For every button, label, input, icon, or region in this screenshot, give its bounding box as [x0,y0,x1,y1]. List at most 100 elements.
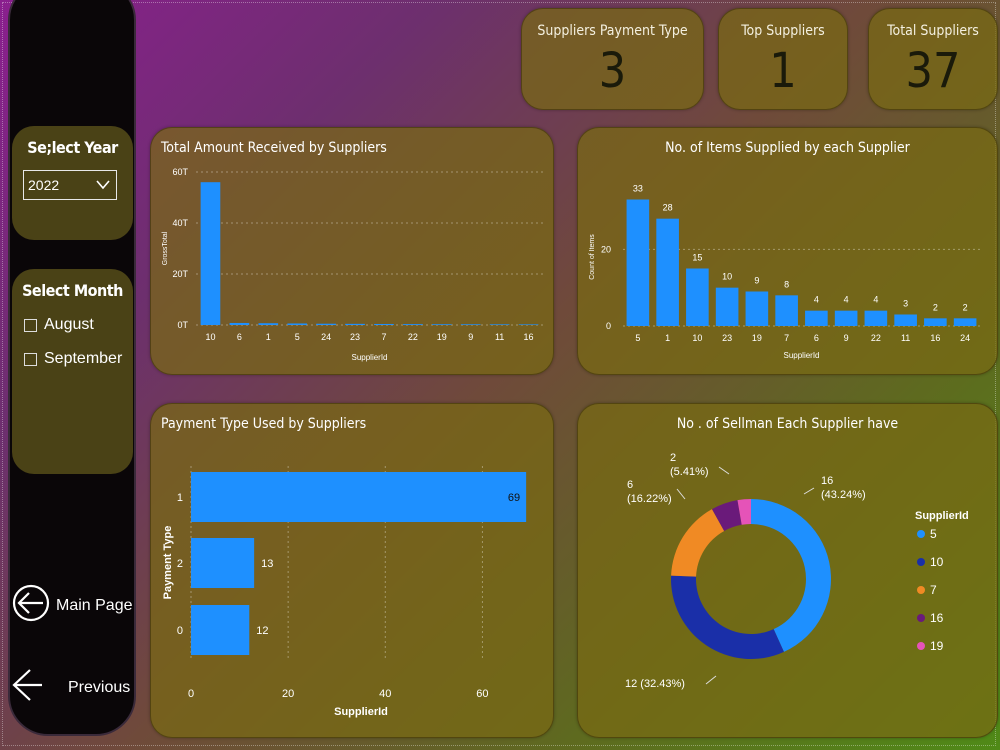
month-filter-panel: Select Month August September [12,269,133,474]
chart-card-sellman: No . of Sellman Each Supplier have 16 (43… [577,403,998,738]
x-tick-label: 1 [665,333,670,343]
x-tick-label: 11 [495,332,504,342]
back-arrow-icon [12,665,44,710]
back-arrow-circle-icon [12,582,50,629]
kpi-title: Top Suppliers [741,23,825,39]
data-label: 4 [873,295,878,305]
donut-label-line: 2 [670,452,676,464]
data-label: 28 [663,203,673,213]
x-tick-label: 20 [282,688,294,700]
sellman-donut-chart: 16 (43.24%) 12 (32.43%) 6 (16.22%) 2 (5.41%) Su… [625,452,969,690]
kpi-value: 37 [905,43,961,99]
y-tick-label: 20T [172,269,188,279]
year-select[interactable]: 2022 [23,170,117,200]
chart-title: Total Amount Received by Suppliers [161,140,387,156]
bar [287,323,308,325]
kpi-title: Total Suppliers [887,23,979,39]
previous-label: Previous [68,678,131,696]
y-axis-label: GrossTotal [162,231,169,265]
x-tick-label: 10 [205,332,215,342]
x-tick-label: 23 [350,332,360,342]
kpi-value: 3 [598,43,627,99]
leader-line [676,488,686,500]
chart-card-amount-received: Total Amount Received by Suppliers 0T 20T… [150,127,554,375]
data-label: 33 [633,184,643,194]
donut-label-line: 12 (32.43%) [625,678,685,690]
y-tick-label: 1 [177,492,183,504]
bar [200,182,221,325]
x-tick-label: 23 [722,333,732,343]
chevron-down-icon [96,173,110,204]
data-label: 3 [903,299,908,309]
year-filter-title: Se;lect Year [27,138,118,157]
y-tick-label: 0 [606,321,611,331]
y-tick-label: 0 [177,625,183,637]
y-tick-label: 40T [172,218,188,228]
y-tick-label: 2 [177,558,183,570]
legend-label: 7 [930,583,937,597]
x-tick-label: 0 [188,688,194,700]
bar [345,323,365,325]
legend-label: 19 [930,639,944,653]
x-tick-label: 24 [960,333,970,343]
bar [745,291,769,326]
chart-title: Payment Type Used by Suppliers [161,416,367,432]
year-select-value: 2022 [28,177,60,193]
x-tick-label: 5 [295,332,300,342]
legend-marker [917,586,925,594]
chart-title: No . of Sellman Each Supplier have [676,416,899,432]
bar [191,538,255,588]
x-tick-label: 60 [476,688,488,700]
bar [191,605,250,655]
data-label: 15 [692,253,702,263]
kpi-value: 1 [769,43,797,99]
bar [924,318,947,326]
x-tick-label: 9 [844,333,849,343]
data-label: 2 [963,302,968,312]
bar [489,324,510,325]
previous-button[interactable]: Previous [12,665,130,710]
bar [656,218,679,326]
legend-marker [917,642,925,650]
y-tick-label: 20 [601,244,611,254]
leader-line [718,466,730,475]
data-label: 4 [844,295,849,305]
bar [686,268,709,326]
month-option-september[interactable]: September [24,350,122,368]
donut-label-line: 6 [627,479,633,491]
x-tick-label: 7 [784,333,789,343]
donut-label-line: 16 [821,475,833,487]
checkbox[interactable] [24,352,37,366]
x-tick-label: 7 [381,332,386,342]
bar [834,310,858,326]
x-tick-label: 5 [635,333,640,343]
donut-label-line: (5.41%) [670,466,709,478]
leader-line [705,675,717,685]
kpi-card-top-suppliers: Top Suppliers 1 [718,8,848,110]
bar [191,472,527,522]
data-label: 13 [261,558,273,570]
x-axis-label: SupplierId [334,706,388,718]
legend-marker [917,558,925,566]
y-tick-label: 60T [172,167,188,177]
checkbox[interactable] [24,318,37,332]
leader-line [803,487,815,495]
donut-data-label: 12 (32.43%) [625,678,685,690]
chart-card-payment-type: Payment Type Used by Suppliers 0 20 40 60 1 6… [150,403,554,738]
main-page-label: Main Page [56,596,133,614]
x-tick-label: 24 [321,332,331,342]
month-option-august[interactable]: August [24,316,94,334]
legend-label: 16 [930,611,944,625]
legend-label: 5 [930,527,937,541]
y-axis-label: Count of Items [589,234,596,280]
legend-marker [917,530,925,538]
month-filter-title: Select Month [22,281,123,300]
x-tick-label: 10 [692,333,702,343]
bar [864,310,888,326]
bar [258,323,279,325]
bar [374,323,394,325]
donut-data-label: 16 (43.24%) [821,475,866,501]
data-label: 10 [722,272,732,282]
x-axis-label: SupplierId [351,353,387,362]
main-page-button[interactable]: Main Page [12,582,133,629]
